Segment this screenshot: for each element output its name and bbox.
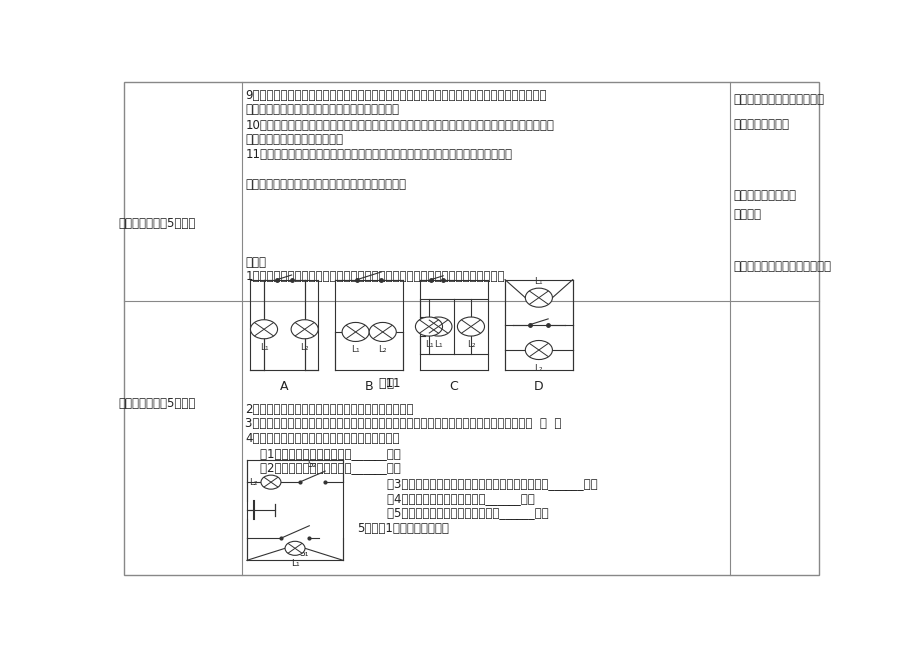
Text: L₁: L₁ — [290, 559, 299, 568]
Text: L₁: L₁ — [425, 340, 433, 349]
Text: 图1: 图1 — [386, 377, 400, 390]
Text: （2）手电筒里两节干电池是______的。: （2）手电筒里两节干电池是______的。 — [245, 461, 401, 474]
Text: 11、学生动手操作并交流结论：串联电路只需要一个开关，开关的作用与位置无关。: 11、学生动手操作并交流结论：串联电路只需要一个开关，开关的作用与位置无关。 — [245, 148, 512, 161]
Text: L₂: L₂ — [300, 343, 309, 352]
Circle shape — [285, 541, 305, 555]
Circle shape — [425, 317, 451, 336]
Text: 练习题: 练习题 — [245, 256, 267, 269]
Text: 教师：据情况点拨: 教师：据情况点拨 — [733, 118, 789, 132]
Text: C: C — [449, 380, 458, 393]
Text: 10、提出问题：既然在并联电路中，开关的位置不同，控制作用不同，那么在串联电路中开关的位: 10、提出问题：既然在并联电路中，开关的位置不同，控制作用不同，那么在串联电路中… — [245, 119, 554, 132]
Text: L₁: L₁ — [534, 277, 542, 286]
Text: （1）教室里的几盏日光灯是______的。: （1）教室里的几盏日光灯是______的。 — [245, 447, 401, 460]
Text: 4、判断下列电路元件的连接是串联还是并联的。: 4、判断下列电路元件的连接是串联还是并联的。 — [245, 432, 400, 445]
Text: 学生：小组合作完成: 学生：小组合作完成 — [733, 189, 796, 202]
Text: L₂: L₂ — [534, 363, 542, 372]
Text: 置会不会影响它的控制作用呢？: 置会不会影响它的控制作用呢？ — [245, 133, 343, 146]
Text: S₁: S₁ — [299, 549, 308, 559]
Text: L₂: L₂ — [378, 346, 387, 355]
Text: L₁: L₁ — [434, 340, 442, 349]
Text: （5）节日里大楼周围一排排彩灯是______的。: （5）节日里大楼周围一排排彩灯是______的。 — [357, 506, 549, 519]
Text: 四、巩固应用（5分钟）: 四、巩固应用（5分钟） — [119, 398, 196, 410]
Text: 9、请一位同学到前面介绍设计思路并进行演示。其他学生观察、回答：在并联电路中，干路开关: 9、请一位同学到前面介绍设计思路并进行演示。其他学生观察、回答：在并联电路中，干… — [245, 89, 547, 102]
Circle shape — [369, 322, 396, 342]
Text: （3）教室里的一只电键控制一盏电灯，开关和灯是______的。: （3）教室里的一只电键控制一盏电灯，开关和灯是______的。 — [357, 477, 597, 490]
Circle shape — [415, 317, 442, 336]
Circle shape — [525, 340, 551, 359]
Text: 全班交流: 全班交流 — [733, 208, 761, 221]
Text: （4）马路上排成一行的路灯是______的。: （4）马路上排成一行的路灯是______的。 — [357, 492, 535, 505]
Circle shape — [290, 320, 318, 339]
Circle shape — [525, 288, 551, 307]
Text: S₂: S₂ — [307, 460, 317, 469]
Text: 1、（课件展示）如图所示电路图，这四个电路哪个是串联电路？哪个是并联电路？: 1、（课件展示）如图所示电路图，这四个电路哪个是串联电路？哪个是并联电路？ — [245, 270, 505, 283]
Text: 3、小彩色灯泡接成一串，通电后发光，拿起一只灯泡其余均同时熄灭，这些灯泡是串联的。  （  ）: 3、小彩色灯泡接成一串，通电后发光，拿起一只灯泡其余均同时熄灭，这些灯泡是串联的… — [245, 417, 562, 430]
Text: L₂: L₂ — [248, 478, 257, 487]
Text: L₂: L₂ — [466, 340, 475, 349]
Text: A: A — [279, 380, 289, 393]
Text: L₁: L₁ — [351, 346, 359, 355]
Text: 三、归纳总结（5分钟）: 三、归纳总结（5分钟） — [119, 217, 196, 230]
Text: 2、你可以列举出生活中用电器串联和并联的事例吗？: 2、你可以列举出生活中用电器串联和并联的事例吗？ — [245, 403, 414, 416]
Text: 控制所有用电器，支路开关只控制本支路用电器。: 控制所有用电器，支路开关只控制本支路用电器。 — [245, 104, 399, 116]
Text: L₁: L₁ — [259, 343, 268, 352]
Circle shape — [261, 475, 280, 489]
Text: 学生：完成练习，加深印象。: 学生：完成练习，加深印象。 — [733, 93, 824, 106]
Text: 学生：巩固练习。然后小组交流: 学生：巩固练习。然后小组交流 — [733, 260, 831, 273]
Text: B: B — [365, 380, 373, 393]
Text: D: D — [534, 380, 543, 393]
Circle shape — [457, 317, 484, 336]
Text: 5、如图1所示的电路图中：: 5、如图1所示的电路图中： — [357, 521, 448, 534]
Circle shape — [250, 320, 278, 339]
Text: 串联和并联电路有哪些不同？用对比的方式写出来。: 串联和并联电路有哪些不同？用对比的方式写出来。 — [245, 178, 406, 191]
Circle shape — [342, 322, 369, 342]
Text: 图1: 图1 — [378, 377, 393, 390]
